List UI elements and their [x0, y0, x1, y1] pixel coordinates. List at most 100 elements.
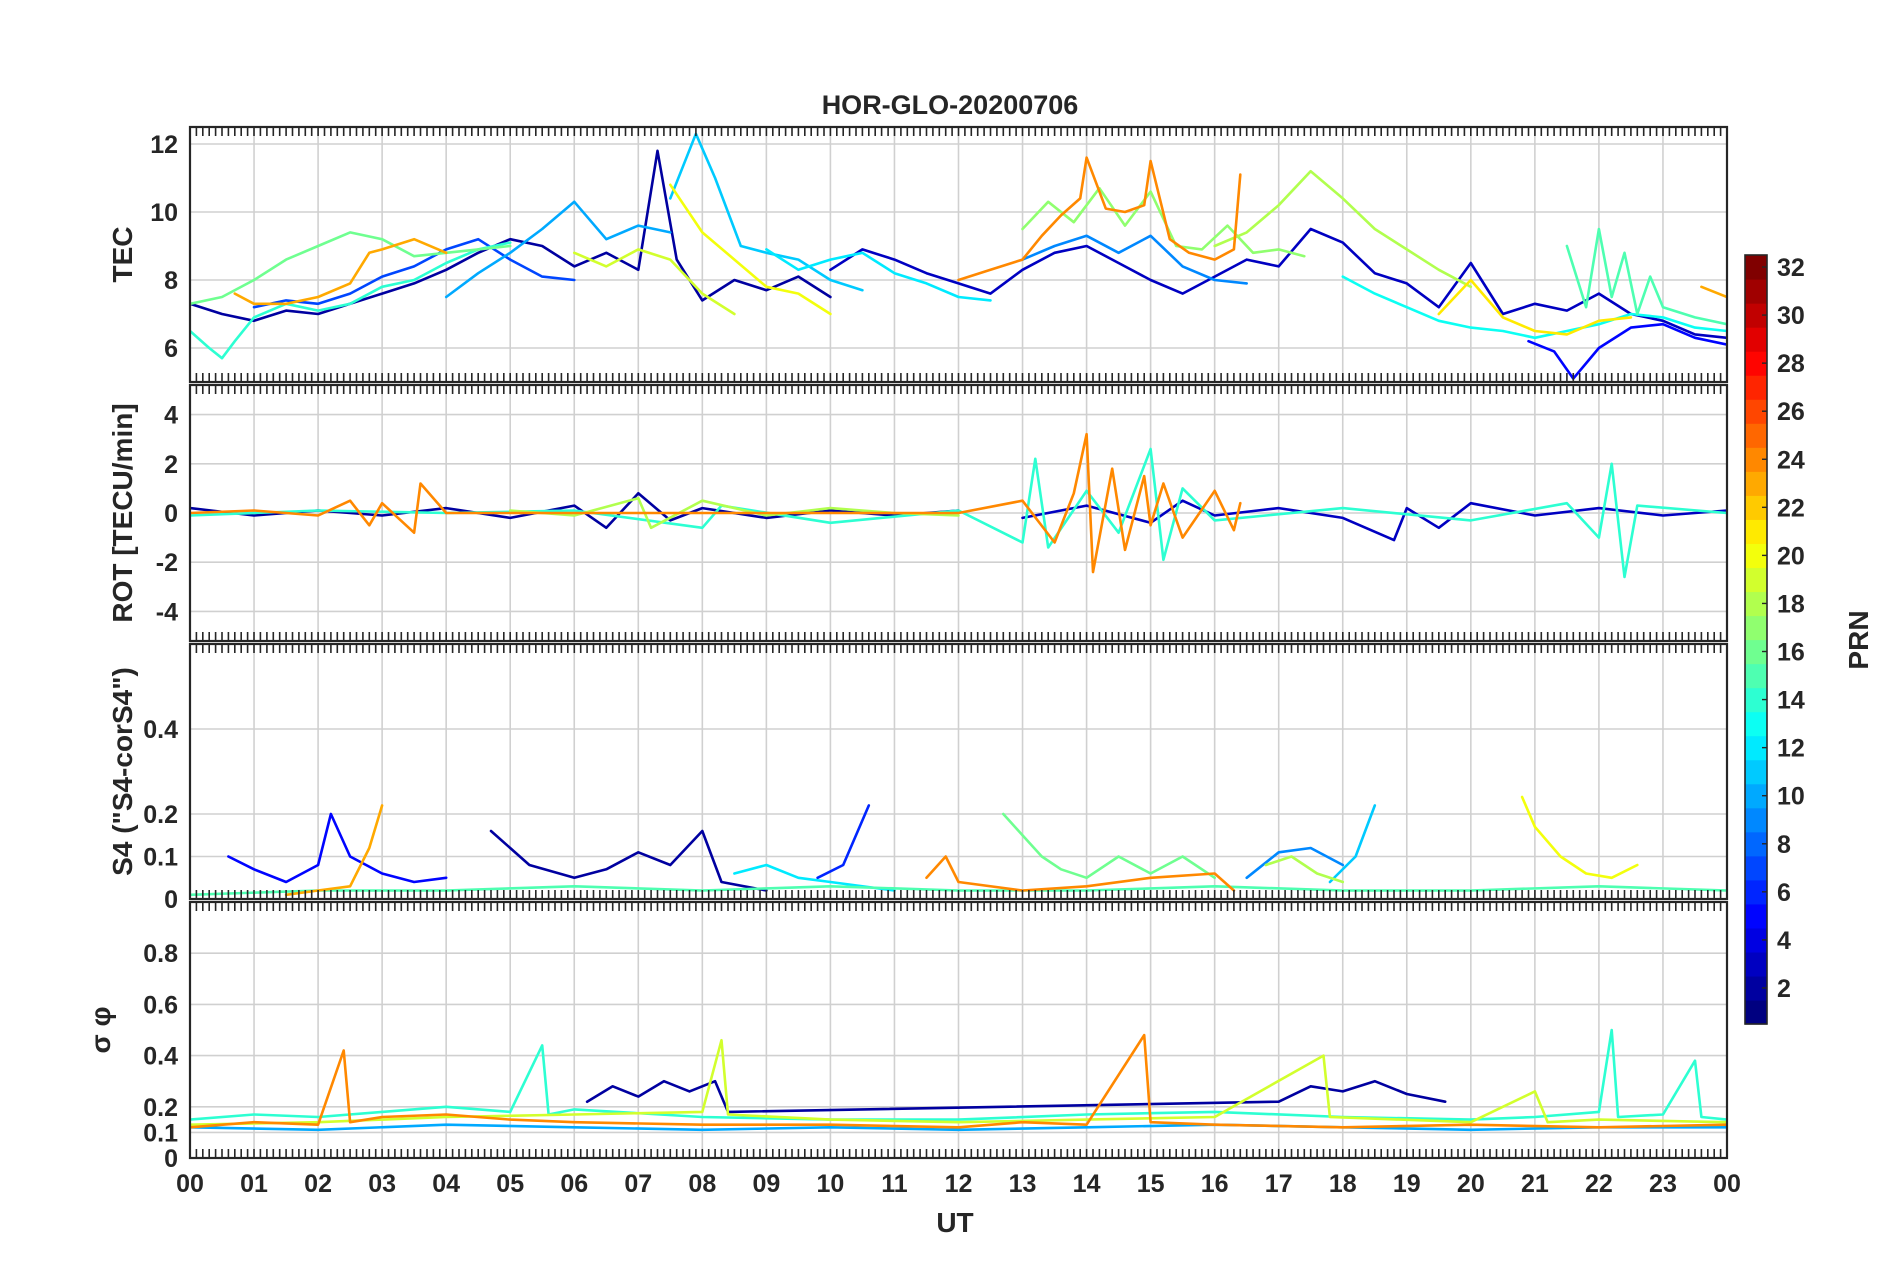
x-tick-label: 13	[1009, 1170, 1037, 1198]
series-prn-19	[573, 248, 736, 316]
y-tick-label: -2	[156, 549, 178, 577]
series-prn-2	[489, 829, 768, 892]
colorbar-tick-label: 28	[1777, 350, 1805, 378]
x-tick-label: 20	[1457, 1170, 1485, 1198]
colorbar-tick-label: 24	[1777, 446, 1805, 474]
colorbar-tick-label: 22	[1777, 494, 1805, 522]
colorbar-cell	[1745, 543, 1767, 569]
series-prn-10	[190, 1123, 1727, 1132]
series-prn-12	[733, 863, 896, 892]
colorbar-cell	[1745, 951, 1767, 977]
x-tick-label: 18	[1329, 1170, 1357, 1198]
x-tick-label: 22	[1585, 1170, 1613, 1198]
colorbar-cell	[1745, 687, 1767, 713]
colorbar-cell	[1745, 927, 1767, 953]
y-tick-label: 8	[164, 267, 178, 295]
series-prn-5	[1527, 322, 1727, 380]
colorbar-cell	[1745, 351, 1767, 376]
series-prn-7	[252, 237, 576, 309]
x-tick-label: 01	[240, 1170, 268, 1198]
colorbar-cell	[1745, 519, 1767, 544]
colorbar-tick-label: 10	[1777, 783, 1805, 811]
colorbar-cell	[1745, 999, 1767, 1025]
series-prn-23	[1700, 285, 1727, 299]
series-prn-18	[1213, 169, 1473, 289]
series-prn-3	[829, 227, 1727, 340]
colorbar-cell	[1745, 471, 1767, 496]
colorbar-cell	[1745, 495, 1767, 520]
x-tick-label: 12	[945, 1170, 973, 1198]
series-prn-2	[190, 149, 832, 323]
y-tick-label: 0.2	[143, 801, 178, 829]
series-prn-24	[957, 156, 1242, 282]
colorbar-cell	[1745, 591, 1767, 617]
colorbar-cell	[1745, 303, 1767, 328]
colorbar-cell	[1745, 375, 1767, 400]
x-tick-label: 04	[432, 1170, 460, 1198]
colorbar-cell	[1745, 615, 1767, 641]
colorbar-cell	[1745, 807, 1767, 833]
series-prn-14	[190, 241, 512, 360]
x-axis-ticks: 00 01 02 03 04 05 06 07 08 09 10 11 12 13 14 15 16 17 18 19…	[176, 1170, 1741, 1198]
colorbar-tick-label: 26	[1777, 398, 1805, 426]
colorbar-cell	[1745, 663, 1767, 689]
x-tick-label: 14	[1073, 1170, 1101, 1198]
colorbar-tick-label: 32	[1777, 254, 1805, 282]
y-axis-label-rot: ROT [TECU/min]	[107, 403, 138, 622]
series-prn-19	[190, 1038, 1727, 1126]
colorbar-cell	[1745, 759, 1767, 785]
colorbar-cell	[1745, 783, 1767, 809]
x-tick-label: 05	[496, 1170, 524, 1198]
panel-tec: 6 8 10 12 TEC	[107, 125, 1729, 384]
colorbar-tick-label: 8	[1777, 831, 1791, 859]
y-tick-label: 2	[164, 451, 178, 479]
colorbar-tick-label: 16	[1777, 639, 1805, 667]
colorbar-cell	[1745, 447, 1767, 472]
colorbar-cell	[1745, 567, 1767, 593]
series-prn-24	[190, 432, 1242, 574]
y-tick-label: 0.4	[143, 1043, 178, 1071]
series-group	[190, 132, 1727, 380]
series-prn-11	[1328, 804, 1377, 884]
series-prn-23	[284, 804, 384, 897]
y-axis-label-tec: TEC	[107, 227, 138, 283]
y-tick-label: 0.1	[143, 844, 178, 872]
panel-sigma_phi: 00.10.2 0.4 0.6 0.8 σ φ	[85, 900, 1729, 1173]
x-tick-label: 21	[1521, 1170, 1549, 1198]
series-prn-15	[1565, 227, 1727, 326]
y-tick-label: 6	[164, 335, 178, 363]
colorbar-label: PRN	[1843, 610, 1874, 669]
x-axis-label: UT	[936, 1207, 973, 1238]
y-tick-label: 12	[150, 131, 178, 159]
y-tick-label: 0.8	[143, 940, 178, 968]
series-prn-10	[444, 200, 672, 299]
series-prn-20	[1520, 795, 1639, 880]
colorbar-tick-label: 6	[1777, 879, 1791, 907]
x-tick-label: 17	[1265, 1170, 1293, 1198]
series-prn-16	[1002, 812, 1216, 880]
colorbar-cell	[1745, 639, 1767, 665]
colorbar-tick-label: 30	[1777, 302, 1805, 330]
x-tick-label: 08	[688, 1170, 716, 1198]
x-tick-label: 00	[176, 1170, 204, 1198]
x-tick-label: 07	[624, 1170, 652, 1198]
series-group	[190, 432, 1727, 579]
x-minor-ticks	[189, 902, 1728, 1158]
series-prn-24	[190, 1033, 1727, 1129]
y-tick-label: 0	[164, 500, 178, 528]
colorbar-cell	[1745, 711, 1767, 737]
x-minor-ticks	[189, 644, 1728, 899]
y-tick-label: 0	[164, 1145, 178, 1173]
series-prn-17	[1021, 186, 1306, 258]
series-prn-3	[1021, 499, 1727, 542]
x-tick-label: 19	[1393, 1170, 1421, 1198]
colorbar-cell	[1745, 903, 1767, 929]
colorbar-cell	[1745, 831, 1767, 857]
y-axis-label-s4: S4 ("S4-corS4")	[107, 667, 138, 876]
y-tick-label: 0.4	[143, 716, 178, 744]
x-tick-label: 06	[560, 1170, 588, 1198]
series-prn-21	[1437, 278, 1633, 336]
